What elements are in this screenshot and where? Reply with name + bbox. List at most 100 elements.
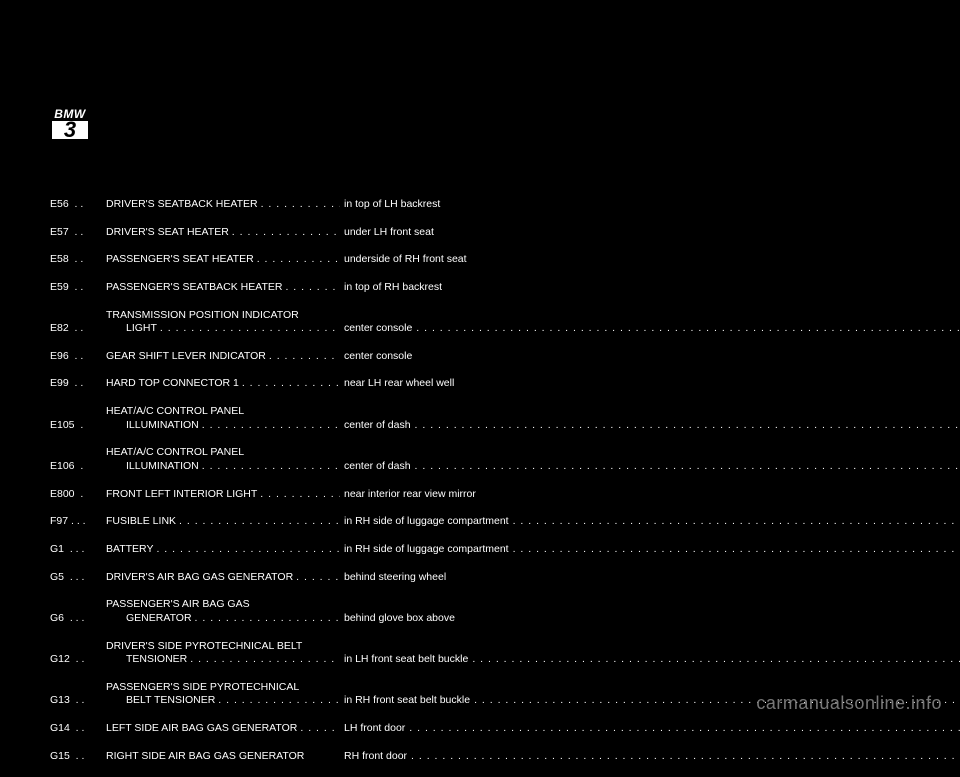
component-name-line1: PASSENGER'S SEATBACK HEATER [106, 281, 282, 295]
component-name: LEFT SIDE AIR BAG GAS GENERATOR. . . . .… [106, 722, 344, 736]
leader-dots: . . . . . . . . . . . . . . . . . . . . … [160, 322, 340, 336]
component-name: FUSIBLE LINK. . . . . . . . . . . . . . … [106, 515, 344, 529]
leader-dots: . . . . . . . . . . . . . . . . . . . . … [415, 419, 960, 433]
component-location: near interior rear view mirror [344, 488, 896, 502]
component-location: in top of LH backrest [344, 198, 896, 212]
location-text: in top of LH backrest [344, 198, 440, 212]
leader-dots: . . . . . . . . . . . . . . . . . . . . … [257, 253, 340, 267]
component-code: E96 . . [50, 350, 106, 364]
component-name: HARD TOP CONNECTOR 1. . . . . . . . . . … [106, 377, 344, 391]
component-name: RIGHT SIDE AIR BAG GAS GENERATOR [106, 750, 344, 764]
component-name-line2: ILLUMINATION [126, 419, 199, 433]
leader-dots: . . . . . . . . . . . . . . . . . . . . … [513, 543, 960, 557]
component-name-line1: HEAT/A/C CONTROL PANEL [106, 405, 244, 419]
location-text: in RH front seat belt buckle [344, 694, 470, 708]
table-row: E82 . .TRANSMISSION POSITION INDICATORLI… [50, 309, 932, 336]
location-text: in RH side of luggage compartment [344, 515, 509, 529]
component-code: G5 . . . [50, 571, 106, 585]
component-code: E105 . [50, 419, 106, 433]
component-name-line1: HARD TOP CONNECTOR 1 [106, 377, 239, 391]
component-location: in top of RH backrest [344, 281, 896, 295]
table-row: E57 . .DRIVER'S SEAT HEATER. . . . . . .… [50, 226, 932, 240]
component-code: E56 . . [50, 198, 106, 212]
leader-dots: . . . . . . . . . . . . . . . . . . . . … [300, 722, 340, 736]
component-name: PASSENGER'S AIR BAG GASGENERATOR. . . . … [106, 598, 344, 625]
component-name-line1: PASSENGER'S AIR BAG GAS [106, 598, 250, 612]
component-name: BATTERY. . . . . . . . . . . . . . . . .… [106, 543, 344, 557]
component-location: LH front door. . . . . . . . . . . . . .… [344, 722, 960, 736]
component-code: E99 . . [50, 377, 106, 391]
component-name: HEAT/A/C CONTROL PANELILLUMINATION. . . … [106, 446, 344, 473]
component-name-line1: FUSIBLE LINK [106, 515, 176, 529]
component-name: HEAT/A/C CONTROL PANELILLUMINATION. . . … [106, 405, 344, 432]
component-name-line1: RIGHT SIDE AIR BAG GAS GENERATOR [106, 750, 304, 764]
component-name: PASSENGER'S SEAT HEATER. . . . . . . . .… [106, 253, 344, 267]
table-row: E105 .HEAT/A/C CONTROL PANELILLUMINATION… [50, 405, 932, 432]
table-row: G5 . . .DRIVER'S AIR BAG GAS GENERATOR. … [50, 571, 932, 585]
leader-dots: . . . . . . . . . . . . . . . . . . . . … [415, 460, 960, 474]
leader-dots: . . . . . . . . . . . . . . . . . . . . … [190, 653, 340, 667]
leader-dots: . . . . . . . . . . . . . . . . . . . . … [416, 322, 960, 336]
component-code: G14 . . [50, 722, 106, 736]
location-text: behind steering wheel [344, 571, 446, 585]
component-location: underside of RH front seat [344, 253, 896, 267]
watermark: carmanualsonline.info [756, 693, 942, 714]
leader-dots: . . . . . . . . . . . . . . . . . . . . … [285, 281, 340, 295]
leader-dots: . . . . . . . . . . . . . . . . . . . . … [472, 653, 960, 667]
leader-dots: . . . . . . . . . . . . . . . . . . . . … [232, 226, 340, 240]
component-location: near LH rear wheel well [344, 377, 896, 391]
table-row: E56 . .DRIVER'S SEATBACK HEATER. . . . .… [50, 198, 932, 212]
component-location: center of dash . . . . . . . . . . . . . … [344, 419, 960, 433]
component-name-line1: PASSENGER'S SIDE PYROTECHNICAL [106, 681, 299, 695]
leader-dots: . . . . . . . . . . . . . . . . . . . . … [179, 515, 340, 529]
component-code: G1 . . . [50, 543, 106, 557]
location-text: in RH side of luggage compartment [344, 543, 509, 557]
table-row: E99 . .HARD TOP CONNECTOR 1. . . . . . .… [50, 377, 932, 391]
component-name-line2: GENERATOR [126, 612, 192, 626]
component-code: G13 . . [50, 694, 106, 708]
component-code: G15 . . [50, 750, 106, 764]
leader-dots: . . . . . . . . . . . . . . . . . . . . … [411, 750, 960, 764]
component-name: TRANSMISSION POSITION INDICATORLIGHT. . … [106, 309, 344, 336]
leader-dots: . . . . . . . . . . . . . . . . . . . . … [156, 543, 340, 557]
logo-text-bottom: 3 [52, 121, 88, 139]
component-code: E57 . . [50, 226, 106, 240]
table-row: E106 .HEAT/A/C CONTROL PANELILLUMINATION… [50, 446, 932, 473]
component-name-line2: LIGHT [126, 322, 157, 336]
component-location: in LH front seat belt buckle. . . . . . … [344, 653, 960, 667]
component-name-line1: HEAT/A/C CONTROL PANEL [106, 446, 244, 460]
table-row: G1 . . .BATTERY. . . . . . . . . . . . .… [50, 543, 932, 557]
leader-dots: . . . . . . . . . . . . . . . . . . . . … [260, 488, 340, 502]
component-location: under LH front seat [344, 226, 896, 240]
component-name-line1: GEAR SHIFT LEVER INDICATOR [106, 350, 266, 364]
table-row: E96 . .GEAR SHIFT LEVER INDICATOR. . . .… [50, 350, 932, 364]
component-location: in RH side of luggage compartment . . . .… [344, 543, 960, 557]
component-location: RH front door . . . . . . . . . . . . . .… [344, 750, 960, 764]
component-code: E82 . . [50, 322, 106, 336]
component-name-line1: PASSENGER'S SEAT HEATER [106, 253, 254, 267]
location-text: RH front door [344, 750, 407, 764]
table-row: E58 . .PASSENGER'S SEAT HEATER. . . . . … [50, 253, 932, 267]
location-text: near interior rear view mirror [344, 488, 476, 502]
location-text: center of dash [344, 419, 411, 433]
component-name: DRIVER'S SIDE PYROTECHNICAL BELTTENSIONE… [106, 640, 344, 667]
location-text: center console [344, 350, 412, 364]
table-row: E59 . .PASSENGER'S SEATBACK HEATER. . . … [50, 281, 932, 295]
leader-dots: . . . . . . . . . . . . . . . . . . . . … [202, 460, 340, 474]
component-name: DRIVER'S AIR BAG GAS GENERATOR. . . . . … [106, 571, 344, 585]
location-text: underside of RH front seat [344, 253, 467, 267]
table-row: F97 . . .FUSIBLE LINK. . . . . . . . . .… [50, 515, 932, 529]
component-code: E800 . [50, 488, 106, 502]
table-row: G12 . .DRIVER'S SIDE PYROTECHNICAL BELTT… [50, 640, 932, 667]
leader-dots: . . . . . . . . . . . . . . . . . . . . … [409, 722, 960, 736]
bmw-3-logo: BMW 3 [52, 108, 88, 139]
leader-dots: . . . . . . . . . . . . . . . . . . . . … [269, 350, 340, 364]
component-name-line1: DRIVER'S SIDE PYROTECHNICAL BELT [106, 640, 302, 654]
component-name-line1: DRIVER'S AIR BAG GAS GENERATOR [106, 571, 293, 585]
location-text: center of dash [344, 460, 411, 474]
component-name-line2: BELT TENSIONER [126, 694, 215, 708]
component-location: in RH side of luggage compartment. . . .… [344, 515, 960, 529]
component-location: behind steering wheel [344, 571, 896, 585]
location-text: under LH front seat [344, 226, 434, 240]
component-name-line2: ILLUMINATION [126, 460, 199, 474]
